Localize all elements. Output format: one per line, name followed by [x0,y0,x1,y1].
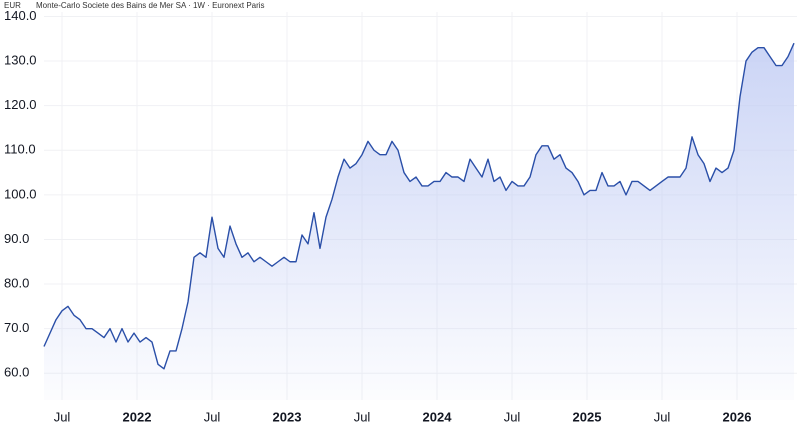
plot [43,42,795,400]
y-tick-label: 70.0 [4,320,29,335]
y-tick-label: 60.0 [4,365,29,380]
x-tick-label: 2026 [723,409,752,424]
y-tick-label: 120.0 [4,97,37,112]
y-tick-label: 80.0 [4,275,29,290]
x-tick-label: Jul [54,409,71,424]
y-tick-label: 140.0 [4,8,37,23]
y-tick-label: 90.0 [4,231,29,246]
chart-title: Monte-Carlo Societe des Bains de Mer SA … [36,1,265,10]
x-tick-label: Jul [654,409,671,424]
x-tick-label: Jul [504,409,521,424]
x-tick-label: Jul [204,409,221,424]
x-tick-label: 2022 [123,409,152,424]
y-tick-label: 110.0 [4,142,36,157]
x-tick-label: 2024 [423,409,453,424]
x-tick-label: 2023 [273,409,302,424]
x-tick-label: 2025 [573,409,602,424]
area-fill [44,43,794,400]
x-tick-label: Jul [354,409,371,424]
y-tick-label: 100.0 [4,186,37,201]
price-line [43,42,795,370]
currency: EUR [4,1,21,10]
labels: 60.0 70.0 80.0 90.0 100.0 110.0 120.0 130.0 140.… [4,8,751,425]
y-tick-label: 130.0 [4,52,37,67]
